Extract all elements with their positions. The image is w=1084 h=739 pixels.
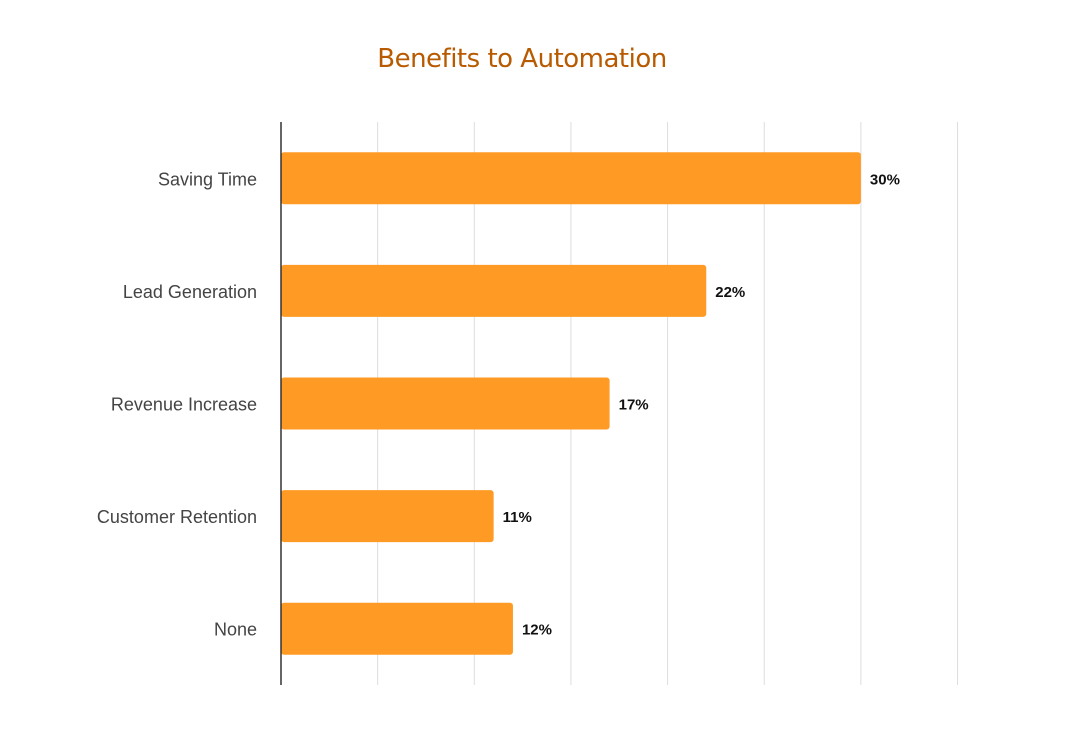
data-label: 30% [870,171,900,188]
category-label: Revenue Increase [111,395,257,415]
bar [281,152,861,205]
bar [281,377,610,430]
data-label: 17% [619,397,649,414]
bars [281,152,861,655]
data-label: 22% [715,284,745,301]
category-label: Lead Generation [123,282,257,302]
category-label: Customer Retention [97,507,257,527]
bar [281,490,494,543]
data-label: 12% [522,622,552,639]
labels: Saving Time 30% Lead Generation 22% Revenue … [97,169,900,639]
category-label: Saving Time [158,169,257,189]
category-label: None [214,620,257,640]
data-label: 11% [503,509,532,526]
bar [281,264,707,317]
chart-title: Benefits to Automation [377,44,667,74]
bar [281,602,513,655]
